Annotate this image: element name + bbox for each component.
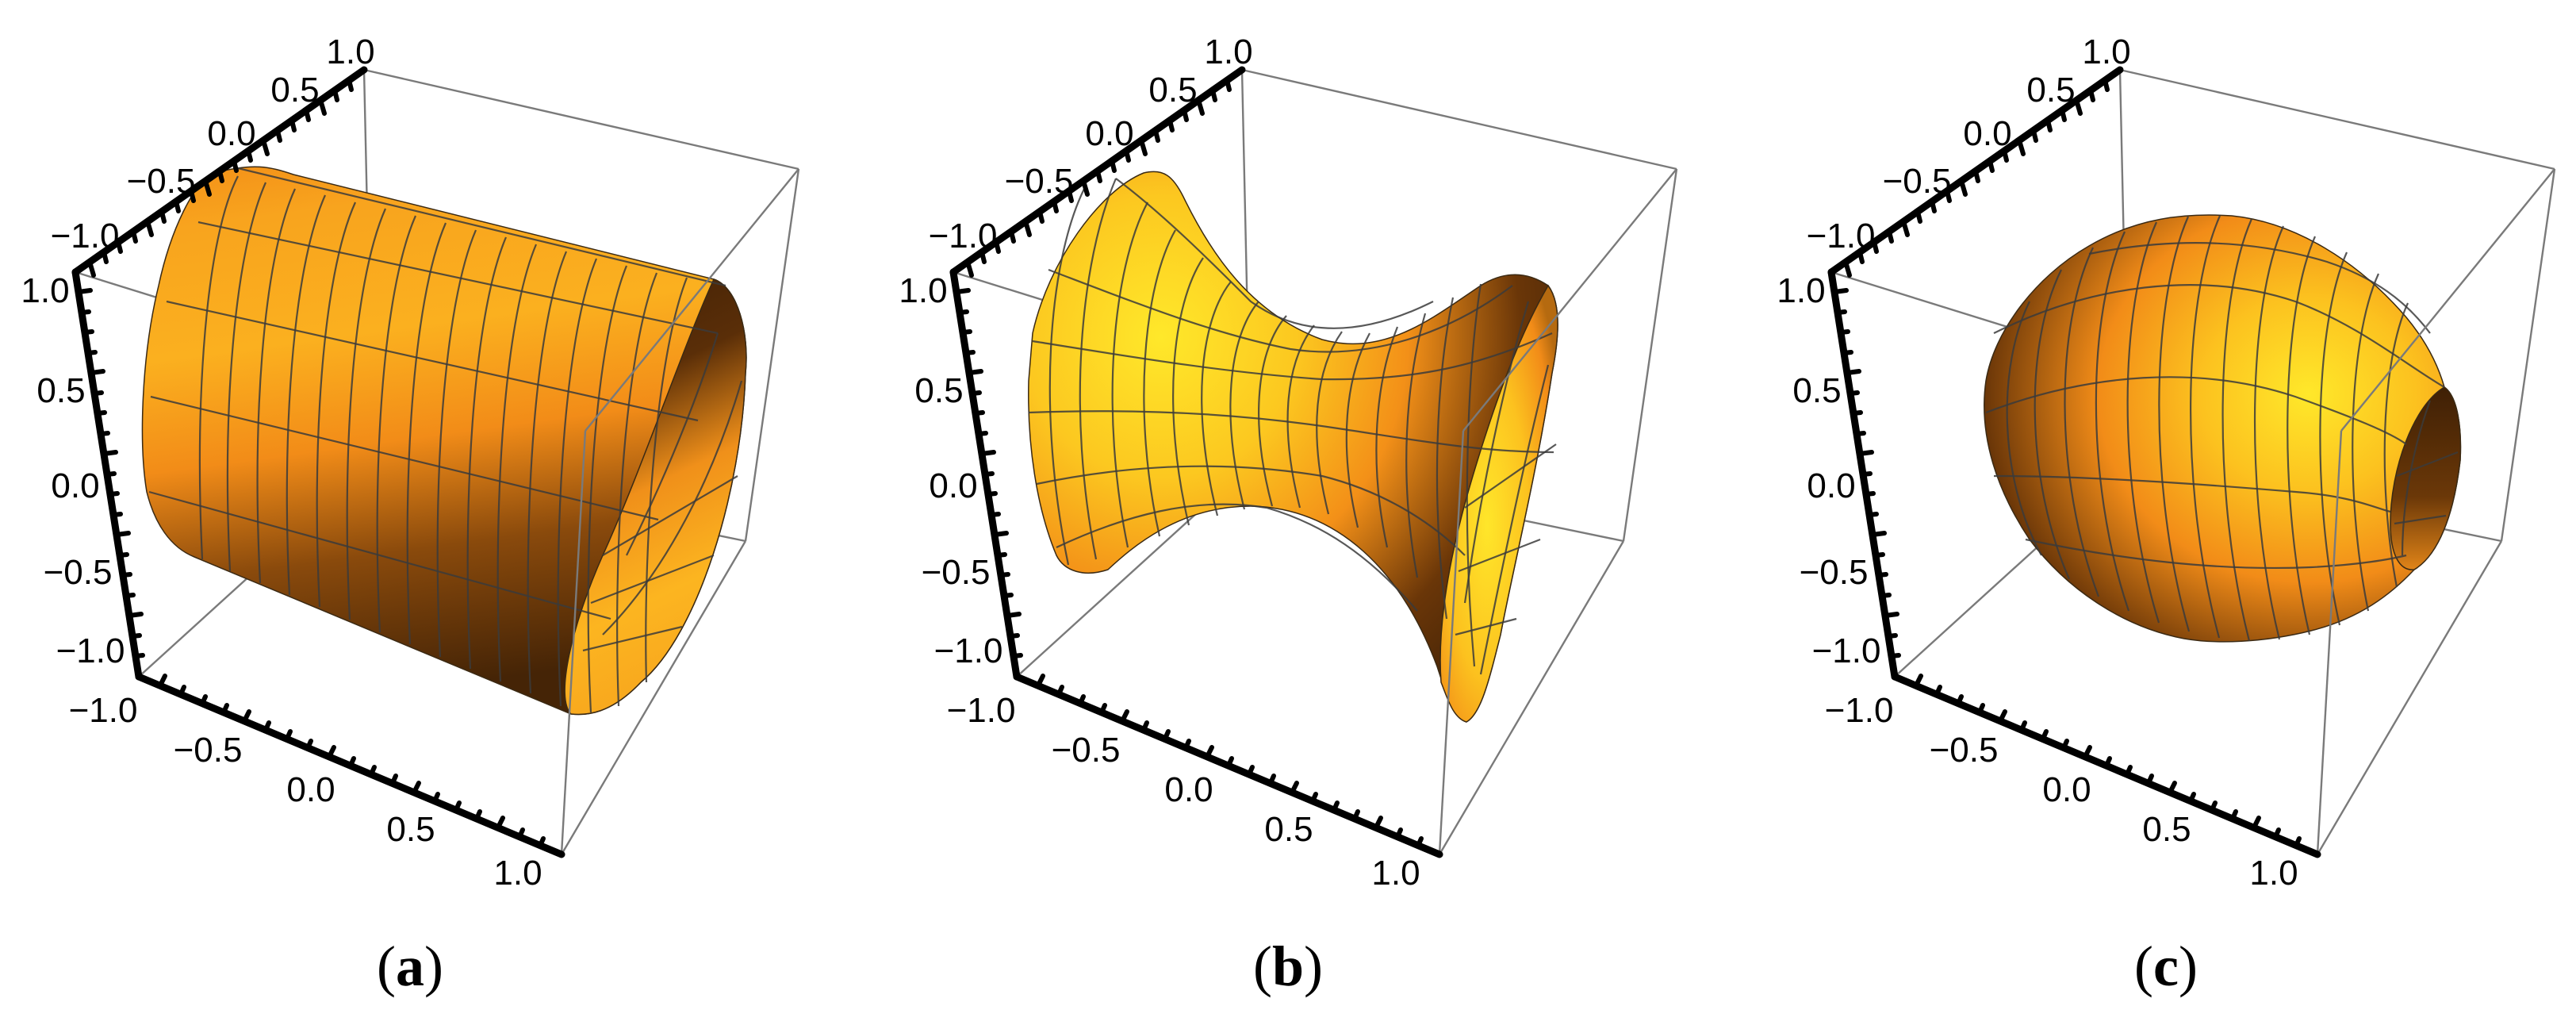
axis-top-ticks (965, 78, 1232, 278)
axis-vertical-label: 0.5 (36, 371, 85, 410)
axis-vertical-ticks (954, 288, 1023, 658)
bounding-box-front (1438, 168, 1677, 855)
axis-bottom-label: −0.5 (1930, 731, 1999, 770)
axis-vertical-label: 0.0 (51, 466, 99, 505)
axis-bottom-label: −1.0 (1825, 691, 1894, 730)
axis-bottom-ticks (1036, 674, 1424, 848)
axis-bottom-label: 0.0 (286, 770, 335, 809)
panel-c: −1.0 −0.5 0.0 0.5 1.0 (1777, 33, 2556, 998)
axis-bottom-label: 1.0 (1371, 854, 1420, 893)
axis-vertical-label: −0.5 (44, 553, 113, 592)
axis-vertical-label: −1.0 (1812, 632, 1881, 670)
axis-top-label: 1.0 (1204, 33, 1252, 71)
axis-vertical-label: −0.5 (1800, 553, 1869, 592)
axis-top-label: 0.5 (1148, 71, 1197, 109)
axis-vertical-label: 1.0 (21, 271, 69, 310)
axis-bottom: −1.0 −0.5 0.0 0.5 1.0 (1825, 673, 2321, 893)
axis-top: −1.0 −0.5 0.0 0.5 1.0 (1807, 33, 2131, 278)
axis-vertical-label: 0.5 (1792, 371, 1841, 410)
axis-top-label: 0.0 (1963, 114, 2011, 153)
axis-top-label: −0.5 (1005, 162, 1074, 201)
axis-vertical: 1.0 0.5 0.0 −0.5 −1.0 (21, 268, 145, 681)
axis-bottom-label: 1.0 (493, 854, 542, 893)
panel-caption-letter: c (2153, 935, 2179, 998)
axis-bottom-label: 0.0 (2042, 770, 2091, 809)
bounding-box-front (560, 168, 799, 855)
axis-bottom: −1.0 −0.5 0.0 0.5 1.0 (947, 673, 1443, 893)
axis-bottom-label: 1.0 (2249, 854, 2298, 893)
bounding-box-front (2316, 168, 2555, 855)
panel-caption: (c) (2134, 935, 2198, 998)
panel-caption: (a) (377, 935, 443, 998)
axis-top-label: 1.0 (2082, 33, 2130, 71)
axis-vertical: 1.0 0.5 0.0 −0.5 −1.0 (1777, 268, 1901, 681)
surface-cylinder (141, 166, 747, 716)
axis-top-label: −0.5 (1883, 162, 1952, 201)
axis-top-label: 1.0 (326, 33, 374, 71)
axis-vertical-label: 1.0 (1777, 271, 1825, 310)
panel-b: −1.0 −0.5 0.0 0.5 1.0 (899, 33, 1678, 998)
axis-vertical-label: −0.5 (922, 553, 991, 592)
axis-top-label: 0.0 (1085, 114, 1133, 153)
axis-bottom-ticks (158, 674, 546, 848)
axis-top-ticks (1843, 78, 2110, 278)
axis-bottom-label: 0.5 (2142, 810, 2191, 849)
axis-bottom: −1.0 −0.5 0.0 0.5 1.0 (69, 673, 565, 893)
axis-top-label: 0.0 (207, 114, 255, 153)
axis-top-ticks (87, 78, 354, 278)
panel-a: −1.0 −0.5 0.0 0.5 1.0 (21, 33, 800, 998)
axis-top-label: −1.0 (51, 217, 120, 255)
axis-bottom-label: 0.5 (386, 810, 435, 849)
axis-vertical-ticks (1832, 288, 1901, 658)
panel-caption-letter: a (396, 935, 424, 998)
axis-vertical-label: 0.5 (914, 371, 963, 410)
surface-barrel (1984, 214, 2462, 643)
surface-hyperboloid (1028, 171, 1558, 723)
axis-top-label: 0.5 (270, 71, 319, 109)
axis-bottom-label: −0.5 (1052, 731, 1121, 770)
panel-caption: (b) (1253, 935, 1323, 998)
axis-vertical: 1.0 0.5 0.0 −0.5 −1.0 (899, 268, 1023, 681)
axis-bottom-label: −1.0 (69, 691, 138, 730)
axis-vertical-label: −1.0 (934, 632, 1003, 670)
axis-top-label: −1.0 (1807, 217, 1876, 255)
axis-bottom-ticks (1914, 674, 2302, 848)
axis-bottom-label: −1.0 (947, 691, 1016, 730)
axis-vertical-ticks (76, 288, 145, 658)
axis-bottom-label: 0.5 (1264, 810, 1313, 849)
axis-vertical-label: −1.0 (56, 632, 125, 670)
axis-top: −1.0 −0.5 0.0 0.5 1.0 (929, 33, 1253, 278)
axis-top-label: 0.5 (2026, 71, 2075, 109)
axis-vertical-label: 0.0 (1807, 466, 1855, 505)
axis-top: −1.0 −0.5 0.0 0.5 1.0 (51, 33, 375, 278)
axis-bottom-label: −0.5 (174, 731, 243, 770)
axis-vertical-label: 0.0 (929, 466, 977, 505)
axis-bottom-label: 0.0 (1164, 770, 1213, 809)
panel-caption-letter: b (1272, 935, 1304, 998)
axis-top-label: −0.5 (127, 162, 196, 201)
axis-vertical-label: 1.0 (899, 271, 947, 310)
axis-top-label: −1.0 (929, 217, 998, 255)
